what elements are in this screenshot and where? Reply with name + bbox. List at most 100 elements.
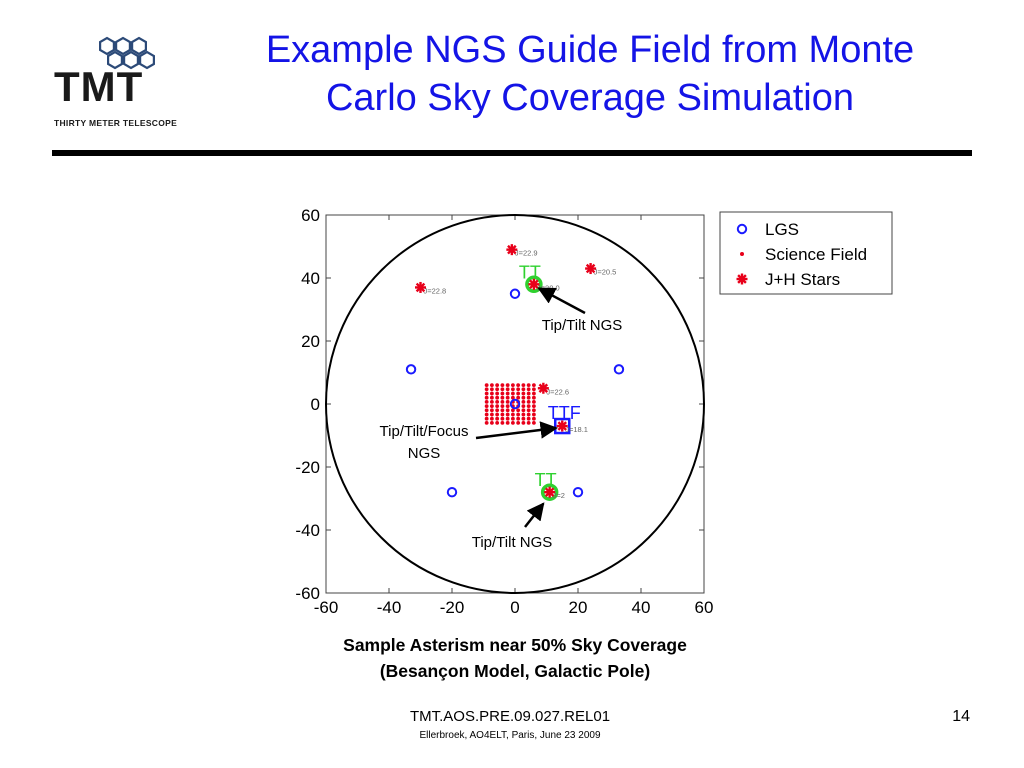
science-field-point [516,383,521,387]
y-tick-label: 20 [301,332,320,351]
star-marker-stroke [557,421,567,431]
star-marker-stroke [544,487,555,497]
science-field-point [521,404,526,408]
logo-hexagon [106,50,124,70]
science-field-point [495,421,500,425]
legend-label: J+H Stars [765,270,840,289]
science-field-point [532,416,536,421]
legend-box [719,211,893,295]
tt-guide-star-ring [525,275,543,294]
lgs-point [572,487,584,498]
science-field-point [495,387,500,392]
science-field-point [490,416,494,421]
footer-author-line: Ellerbroek, AO4ELT, Paris, June 23 2009 [419,730,601,741]
science-field-point [511,391,515,396]
science-field-point [495,416,500,421]
annotation-arrow [475,421,558,440]
plot-area [325,214,705,594]
star-marker-stroke [415,282,426,293]
science-field-point [526,404,531,408]
logo-wordmark: TMT [54,63,144,110]
tt-guide-star-tag: TT [535,470,557,490]
star-magnitude-label: J=22.8 [424,286,447,295]
legend-star-marker [736,273,748,285]
star-point [528,278,540,290]
science-field-point [511,408,515,413]
caption-line-2: (Besançon Model, Galactic Pole) [379,661,651,681]
star-marker-stroke [529,279,539,290]
science-field-point [500,391,505,396]
logo-hexagon [98,36,116,56]
star-magnitude-label: J=2 [553,491,565,500]
science-field-point [526,383,531,387]
science-field-point [490,400,494,404]
title-divider [52,150,972,156]
legend-lgs-marker [736,223,748,235]
lgs-point [446,487,458,498]
star-marker-stroke [507,244,517,255]
science-field-point [500,416,505,421]
tt-guide-star-ring [540,483,559,501]
science-field-point [495,400,500,404]
star-point [537,382,549,394]
science-field-point [484,408,489,413]
ttf-guide-star-tag: TTF [548,403,581,423]
science-field-point [490,391,494,396]
annotation-arrow [537,287,586,315]
science-field-point [490,421,494,425]
science-field-point [484,404,489,408]
annotation-label: Tip/Tilt NGS [542,317,623,334]
science-field-point [532,391,536,396]
science-field-point [484,421,489,425]
y-tick-label: 0 [311,395,320,414]
star-magnitude-label: J=22.6 [546,387,569,396]
y-tick-label: 60 [301,206,320,225]
lgs-point [405,364,417,375]
science-field-point [516,416,521,421]
science-field-point [526,387,531,392]
science-field-point [495,412,500,417]
lgs-point [509,398,521,410]
chart-caption: Sample Asterism near 50% Sky Coverage (B… [215,632,815,684]
science-field-point [532,412,536,417]
science-field-point [532,400,536,404]
slide-title-line-1: Example NGS Guide Field from Monte [265,29,915,71]
science-field-point [521,395,526,400]
science-field-point [521,400,526,404]
science-field-point [526,412,531,417]
science-field-point [505,412,510,417]
science-field-point [521,421,526,425]
science-field-point [526,421,531,425]
science-field-point [511,395,515,400]
star-marker-stroke [585,263,596,274]
y-tick-label: -40 [295,521,320,540]
science-field-point [526,395,531,400]
science-field-point [490,383,494,387]
field-circle [325,214,705,594]
legend-label: Science Field [765,245,867,264]
annotation-label-line-2: NGS [408,445,441,462]
star-magnitude-label: J=18.1 [565,425,588,434]
star-point [415,281,426,293]
science-field-point [505,404,510,408]
y-tick-label: -60 [295,584,320,603]
annotation-label: Tip/Tilt/Focus [380,423,469,440]
science-field-point [500,412,505,417]
x-tick-label: 40 [632,598,651,617]
science-field-point [500,404,505,408]
annotation-arrow [524,502,545,528]
footer-document-id: TMT.AOS.PRE.09.027.REL01 [409,708,611,725]
science-field-point [495,408,500,413]
logo-hexagon [122,50,140,70]
science-field-point [500,387,505,392]
science-field-point [500,421,505,425]
science-field-point [495,391,500,396]
science-field-point [490,408,494,413]
star-magnitude-label: J=20.5 [594,268,617,277]
science-field-point [526,400,531,404]
caption-line-1: Sample Asterism near 50% Sky Coverage [343,635,687,655]
annotation-label: Tip/Tilt NGS [472,534,553,551]
science-field-point [484,395,489,400]
y-tick-label: -20 [295,458,320,477]
science-field-point [521,383,526,387]
